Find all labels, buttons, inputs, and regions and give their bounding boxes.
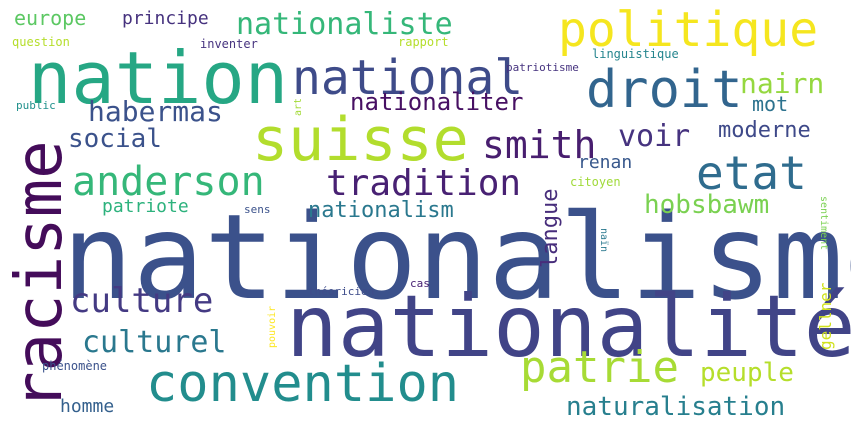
word-sens: sens (244, 203, 271, 216)
word-patrie: patrie (520, 342, 679, 393)
word-nationalism: nationalism (308, 198, 454, 223)
word-theoricien: théoricien (308, 285, 375, 298)
word-patriotisme: patriotisme (506, 61, 579, 74)
word-nationaliste: nationaliste (236, 7, 453, 42)
word-naturalisation: naturalisation (566, 392, 786, 422)
word-national: national (292, 50, 524, 106)
word-public: public (16, 99, 56, 112)
word-smith: smith (482, 123, 597, 167)
word-citoyen: citoyen (570, 175, 621, 189)
word-culturel: culturel (82, 325, 227, 360)
word-politique: politique (558, 2, 819, 58)
word-social: social (68, 124, 162, 154)
word-etat: etat (696, 146, 807, 200)
word-nation: nation (28, 36, 289, 120)
word-nationalisme: nationalisme (62, 188, 851, 326)
word-homme: homme (60, 396, 115, 417)
word-phenomene: phénomène (42, 359, 108, 373)
word-art: art (293, 97, 304, 116)
word-rapport: rapport (398, 35, 449, 49)
word-suisse: suisse (252, 105, 469, 175)
word-hobsbawm: hobsbawm (644, 190, 770, 220)
word-peuple: peuple (700, 358, 794, 388)
word-sentiment: sentiment (818, 196, 829, 251)
word-inventer: inventer (200, 37, 258, 51)
word-convention: convention (146, 354, 460, 414)
word-cas: cas (410, 277, 430, 290)
word-tradition: tradition (326, 163, 522, 204)
word-langue: langue (538, 188, 563, 268)
word-renan: renan (578, 152, 633, 173)
word-mot: mot (752, 92, 789, 116)
word-anderson: anderson (72, 159, 265, 205)
word-gellner: gellner (816, 282, 835, 350)
word-patriote: patriote (102, 196, 189, 217)
word-droit: droit (586, 60, 743, 120)
word-principe: principe (122, 8, 209, 29)
word-nationaliter: nationaliter (350, 88, 524, 116)
word-nain: naïn (598, 228, 609, 253)
word-europe: europe (14, 6, 87, 30)
word-voir: voir (618, 119, 691, 154)
word-nationalite: nationalité (286, 277, 851, 377)
word-pouvoir: pouvoir (267, 305, 278, 348)
word-nairn: nairn (740, 67, 825, 100)
word-habermas: habermas (88, 95, 223, 128)
word-culture: culture (70, 281, 214, 321)
word-moderne: moderne (718, 118, 811, 143)
word-question: question (12, 35, 70, 49)
word-linguistique: linguistique (592, 47, 679, 61)
